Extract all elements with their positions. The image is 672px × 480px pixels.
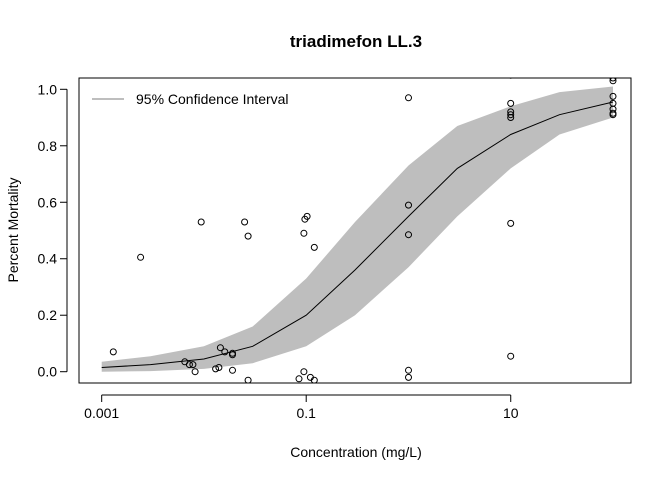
data-point (507, 114, 515, 121)
data-point (229, 349, 236, 357)
data-point (405, 94, 412, 102)
y-tick-label: 0.6 (38, 194, 58, 210)
plot-frame (78, 77, 632, 384)
data-point (185, 361, 193, 369)
data-point (212, 365, 220, 373)
data-point (609, 92, 617, 100)
x-axis: 0.001 0.1 10 (84, 394, 519, 421)
data-point (221, 348, 229, 356)
data-point (507, 352, 515, 360)
plot-area (101, 78, 617, 383)
data-point (197, 218, 205, 226)
data-point (244, 232, 252, 240)
data-point (609, 78, 617, 82)
x-tick-label: 10 (503, 405, 519, 421)
data-point (405, 201, 412, 209)
confidence-band (101, 86, 613, 372)
x-axis-label: Concentration (mg/L) (290, 444, 422, 460)
data-point (295, 375, 303, 383)
x-tick-label: 0.1 (296, 405, 316, 421)
data-point (189, 361, 197, 369)
data-point (609, 111, 617, 119)
chart-title: triadimefon LL.3 (290, 32, 422, 51)
y-tick-label: 0.0 (38, 364, 58, 380)
y-tick-label: 0.4 (38, 251, 58, 267)
data-point (507, 111, 515, 119)
data-point (310, 376, 318, 383)
y-tick-label: 0.2 (38, 307, 58, 323)
data-point (310, 243, 318, 251)
data-point (507, 99, 515, 107)
data-point (300, 368, 308, 376)
data-point (137, 253, 145, 261)
legend: 95% Confidence Interval (92, 91, 289, 107)
data-point (507, 219, 515, 227)
data-point (405, 231, 412, 239)
y-axis: 0.0 0.2 0.4 0.6 0.8 1.0 (38, 81, 68, 380)
data-point (109, 348, 117, 356)
data-point (609, 78, 617, 85)
y-axis-label: Percent Mortality (5, 177, 21, 282)
data-point (241, 218, 249, 226)
data-point (215, 364, 223, 371)
y-tick-label: 1.0 (38, 81, 58, 97)
data-point (191, 368, 199, 376)
data-point (405, 373, 412, 381)
fitted-curve (101, 101, 614, 368)
y-tick-label: 0.8 (38, 138, 58, 154)
data-point (405, 366, 412, 374)
data-point (303, 212, 311, 220)
data-point (244, 376, 252, 383)
data-point (300, 229, 308, 237)
data-point (229, 366, 236, 374)
data-point (216, 344, 224, 352)
legend-label: 95% Confidence Interval (136, 91, 289, 107)
x-tick-label: 0.001 (84, 405, 119, 421)
